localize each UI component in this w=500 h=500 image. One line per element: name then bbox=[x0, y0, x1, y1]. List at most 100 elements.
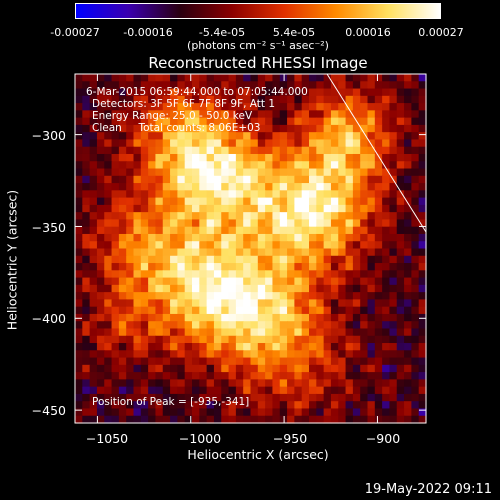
heatmap-cell bbox=[279, 357, 288, 366]
heatmap-cell bbox=[352, 175, 361, 184]
heatmap-cell bbox=[199, 386, 208, 395]
heatmap-cell bbox=[367, 183, 376, 191]
heatmap-cell bbox=[133, 386, 142, 395]
heatmap-cell bbox=[82, 313, 91, 322]
heatmap-cell bbox=[82, 408, 91, 417]
heatmap-cell bbox=[330, 103, 339, 111]
heatmap-cell bbox=[411, 343, 420, 351]
heatmap-cell bbox=[382, 408, 391, 417]
heatmap-cell bbox=[235, 81, 244, 90]
heatmap-cell bbox=[213, 241, 222, 250]
heatmap-cell bbox=[221, 292, 230, 300]
heatmap-cell bbox=[382, 81, 391, 90]
heatmap-cell bbox=[287, 393, 295, 402]
heatmap-cell bbox=[279, 284, 288, 293]
heatmap-cell bbox=[206, 415, 215, 424]
heatmap-cell bbox=[396, 241, 405, 250]
limb-line bbox=[326, 73, 427, 233]
heatmap-cell bbox=[279, 175, 288, 184]
heatmap-cell bbox=[316, 321, 325, 330]
heatmap-cell bbox=[199, 299, 208, 308]
heatmap-cell bbox=[367, 146, 376, 155]
heatmap-cell bbox=[126, 132, 135, 141]
heatmap-cell bbox=[228, 328, 237, 337]
heatmap-cell bbox=[316, 379, 325, 388]
heatmap-cell bbox=[177, 284, 186, 293]
heatmap-cell bbox=[213, 117, 222, 126]
heatmap-cell bbox=[228, 343, 237, 351]
heatmap-cell bbox=[345, 248, 354, 257]
heatmap-cell bbox=[133, 248, 142, 257]
heatmap-cell bbox=[89, 270, 98, 279]
heatmap-cell bbox=[279, 233, 288, 242]
heatmap-cell bbox=[199, 219, 208, 228]
heatmap-cell bbox=[301, 110, 310, 119]
heatmap-cell bbox=[250, 306, 259, 315]
heatmap-cell bbox=[374, 139, 383, 148]
heatmap-cell bbox=[257, 415, 266, 424]
heatmap-cell bbox=[89, 161, 98, 170]
heatmap-cell bbox=[323, 328, 332, 337]
heatmap-cell bbox=[396, 146, 405, 155]
heatmap-cell bbox=[265, 132, 274, 141]
heatmap-cell bbox=[279, 117, 288, 126]
heatmap-cell bbox=[213, 263, 222, 271]
heatmap-cell bbox=[404, 161, 412, 170]
heatmap-cell bbox=[206, 219, 215, 228]
heatmap-cell bbox=[199, 335, 208, 344]
heatmap-cell bbox=[148, 401, 157, 410]
heatmap-cell bbox=[75, 364, 83, 373]
heatmap-cell bbox=[162, 241, 171, 250]
heatmap-cell bbox=[418, 117, 427, 126]
heatmap-cell bbox=[133, 124, 142, 133]
heatmap-cell bbox=[411, 161, 420, 170]
heatmap-cell bbox=[374, 401, 383, 410]
heatmap-cell bbox=[257, 343, 266, 351]
heatmap-cell bbox=[257, 386, 266, 395]
heatmap-cell bbox=[352, 241, 361, 250]
heatmap-cell bbox=[294, 408, 303, 417]
heatmap-cell bbox=[221, 95, 230, 104]
heatmap-cell bbox=[126, 153, 135, 162]
heatmap-cell bbox=[213, 350, 222, 359]
heatmap-cell bbox=[367, 313, 376, 322]
heatmap-cell bbox=[162, 299, 171, 308]
heatmap-cell bbox=[330, 226, 339, 235]
heatmap-cell bbox=[118, 401, 127, 410]
heatmap-cell bbox=[265, 415, 274, 424]
heatmap-cell bbox=[404, 408, 412, 417]
heatmap-cell bbox=[294, 255, 303, 264]
heatmap-cell bbox=[265, 306, 274, 315]
heatmap-cell bbox=[257, 372, 266, 380]
heatmap-cell bbox=[330, 190, 339, 199]
heatmap-cell bbox=[133, 415, 142, 424]
heatmap-cell bbox=[367, 124, 376, 133]
heatmap-cell bbox=[323, 292, 332, 300]
heatmap-cell bbox=[272, 306, 281, 315]
heatmap-cell bbox=[396, 408, 405, 417]
heatmap-cell bbox=[257, 284, 266, 293]
heatmap-cell bbox=[82, 277, 91, 286]
heatmap-cell bbox=[352, 197, 361, 206]
heatmap-cell bbox=[206, 299, 215, 308]
heatmap-cell bbox=[265, 357, 274, 366]
heatmap-cell bbox=[309, 226, 317, 235]
heatmap-cell bbox=[279, 161, 288, 170]
heatmap-cell bbox=[404, 343, 412, 351]
heatmap-cell bbox=[199, 357, 208, 366]
heatmap-cell bbox=[257, 408, 266, 417]
heatmap-cell bbox=[140, 401, 149, 410]
x-tick-label: −1050 bbox=[85, 431, 129, 446]
heatmap-cell bbox=[82, 226, 91, 235]
heatmap-cell bbox=[155, 190, 164, 199]
heatmap-cell bbox=[170, 241, 178, 250]
heatmap-cell bbox=[316, 277, 325, 286]
heatmap-cell bbox=[352, 255, 361, 264]
heatmap-cell bbox=[360, 408, 369, 417]
heatmap-cell bbox=[133, 190, 142, 199]
heatmap-cell bbox=[96, 335, 105, 344]
heatmap-cell bbox=[382, 299, 391, 308]
heatmap-cell bbox=[243, 364, 252, 373]
heatmap-cell bbox=[396, 103, 405, 111]
heatmap-cell bbox=[206, 190, 215, 199]
